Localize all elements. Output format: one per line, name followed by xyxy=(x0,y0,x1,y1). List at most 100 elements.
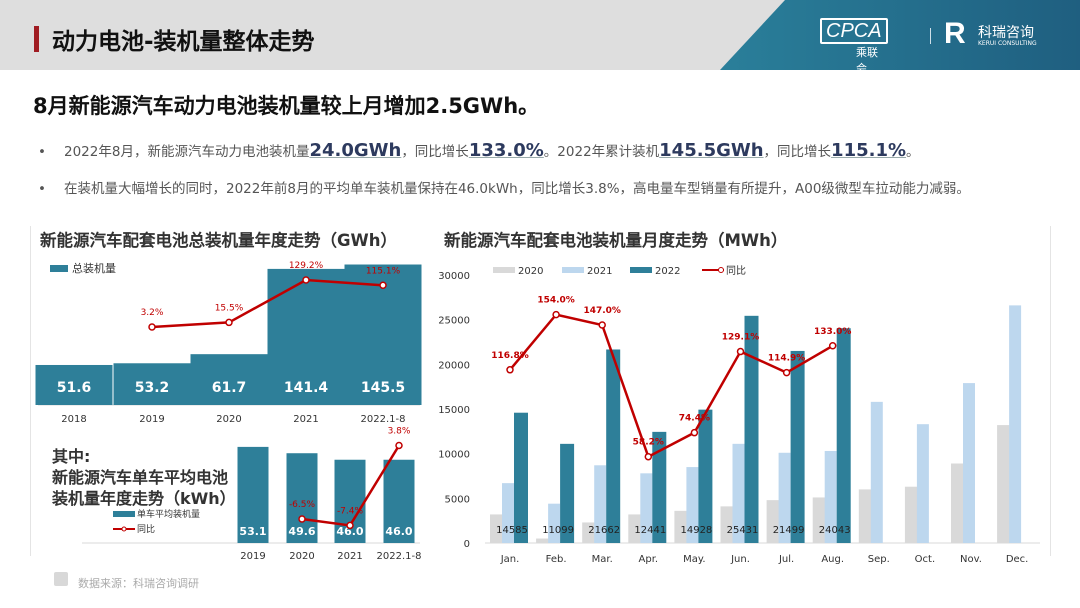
y-tick-label: 15000 xyxy=(438,405,470,416)
bar-value-label: 49.6 xyxy=(288,525,315,538)
bar-2021 xyxy=(963,383,975,543)
bar xyxy=(190,354,268,405)
bar xyxy=(383,459,415,543)
bar xyxy=(237,446,269,543)
bar-2022 xyxy=(606,349,621,543)
x-tick-label: 2019 xyxy=(240,551,265,562)
yoy-label: 15.5% xyxy=(215,303,244,313)
cpca-logo: CPCA 乘联会 xyxy=(820,18,888,75)
yoy-label: -7.4% xyxy=(337,506,364,516)
bullet-2: • 在装机量大幅增长的同时，2022年前8月的平均单车装机量保持在46.0kWh，… xyxy=(38,181,970,197)
source-note: 数据来源：科瑞咨询调研 xyxy=(78,577,199,590)
bullet-1: • 2022年8月，新能源汽车动力电池装机量24.0GWh，同比增长133.0%。… xyxy=(38,140,920,161)
per-vehicle-chart-title: 其中: 新能源汽车单车平均电池 装机量年度走势（kWh） xyxy=(52,447,236,508)
bar-2020 xyxy=(997,425,1011,543)
yoy-label: 58.2% xyxy=(633,438,664,448)
divider xyxy=(1050,226,1051,556)
logo-divider xyxy=(930,28,931,44)
bar-2021 xyxy=(778,452,791,543)
yoy-label: 116.8% xyxy=(491,351,529,361)
x-tick-label: 2018 xyxy=(61,414,86,425)
x-tick-label: 2021 xyxy=(293,414,318,425)
legend-marker xyxy=(718,267,724,273)
x-tick-label: Aug. xyxy=(821,554,844,565)
yoy-label: 114.9% xyxy=(768,354,806,364)
legend-label: 2021 xyxy=(587,266,612,277)
y-tick-label: 5000 xyxy=(445,494,470,505)
yoy-point xyxy=(225,318,233,327)
bar-2022 xyxy=(790,350,805,543)
bar-value-label: 21499 xyxy=(773,525,805,536)
bar-2020 xyxy=(951,463,964,543)
title-marker xyxy=(34,26,39,52)
yoy-point xyxy=(346,521,354,530)
legend-swatch xyxy=(562,267,584,273)
bar xyxy=(113,363,191,405)
x-tick-label: Jan. xyxy=(500,554,520,565)
legend-label: 同比 xyxy=(137,523,155,535)
calendar-icon xyxy=(54,572,68,586)
bar-2021 xyxy=(1009,305,1022,543)
bar-value-label: 46.0 xyxy=(336,525,363,538)
yoy-point xyxy=(644,452,653,461)
bar-value-label: 12441 xyxy=(634,525,666,536)
y-tick-label: 10000 xyxy=(438,450,470,461)
x-tick-label: Feb. xyxy=(546,554,567,565)
divider xyxy=(30,226,31,556)
bar-2021 xyxy=(594,465,607,543)
yoy-point xyxy=(598,321,606,329)
y-tick-label: 25000 xyxy=(438,316,470,327)
yoy-label: 3.8% xyxy=(388,426,411,436)
bar-2021 xyxy=(824,450,837,543)
x-tick-label: 2022.1-8 xyxy=(377,551,422,562)
bar-2021 xyxy=(502,483,514,543)
legend-swatch xyxy=(630,267,652,273)
bar-2022 xyxy=(652,431,667,543)
bar xyxy=(267,268,345,405)
x-tick-label: Mar. xyxy=(592,554,613,565)
x-tick-label: Apr. xyxy=(639,554,659,565)
bar-2020 xyxy=(812,497,826,543)
legend-swatch xyxy=(50,265,68,272)
bar-value-label: 14585 xyxy=(496,525,528,536)
bar-2021 xyxy=(870,401,883,543)
bar xyxy=(286,453,318,543)
bar-value-label: 141.4 xyxy=(284,380,329,396)
yoy-label: 147.0% xyxy=(583,306,621,316)
x-tick-label: Oct. xyxy=(915,554,935,565)
x-tick-label: 2022.1-8 xyxy=(361,414,406,425)
bar-2020 xyxy=(674,510,688,543)
bar-2021 xyxy=(548,503,561,543)
bar-2022 xyxy=(698,409,713,543)
x-tick-label: Jul. xyxy=(778,554,794,565)
header-banner xyxy=(720,0,1080,70)
headline: 8月新能源汽车动力电池装机量较上月增加2.5GWh。 xyxy=(33,94,540,118)
bar xyxy=(35,364,113,405)
x-tick-label: 2019 xyxy=(139,414,164,425)
bar-value-label: 51.6 xyxy=(57,380,92,396)
yoy-point xyxy=(302,276,310,284)
yoy-label: 74.4% xyxy=(679,414,710,424)
legend-marker xyxy=(121,526,127,532)
y-tick-label: 0 xyxy=(464,539,470,550)
legend-label: 2022 xyxy=(655,266,680,277)
yoy-point xyxy=(395,441,403,450)
bar-2020 xyxy=(582,522,596,543)
yoy-point xyxy=(782,368,791,377)
yoy-point xyxy=(298,515,306,523)
yoy-label: 115.1% xyxy=(366,266,401,276)
bar-2020 xyxy=(628,514,642,543)
yoy-label: 3.2% xyxy=(141,308,164,318)
yoy-point xyxy=(379,281,387,290)
x-tick-label: 2020 xyxy=(289,551,314,562)
bar-2020 xyxy=(904,486,918,543)
y-tick-label: 20000 xyxy=(438,360,470,371)
bar-value-label: 46.0 xyxy=(385,525,412,538)
yoy-line xyxy=(509,313,834,459)
bar-2020 xyxy=(536,538,550,543)
yoy-line xyxy=(151,278,384,329)
page-title: 动力电池-装机量整体走势 xyxy=(52,29,315,55)
yoy-point xyxy=(828,342,837,350)
bar-2021 xyxy=(640,473,653,543)
bar-2020 xyxy=(490,514,503,543)
